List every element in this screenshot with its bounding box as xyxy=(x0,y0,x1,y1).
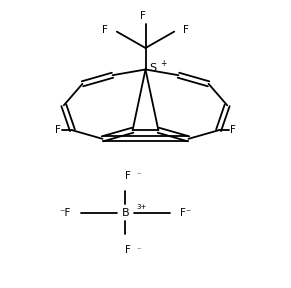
Text: F: F xyxy=(230,125,236,135)
Text: F: F xyxy=(102,25,108,35)
Text: F: F xyxy=(125,245,131,255)
Text: F: F xyxy=(140,11,146,21)
Text: F⁻: F⁻ xyxy=(180,208,191,218)
Text: ⁻: ⁻ xyxy=(137,171,141,180)
Text: 3+: 3+ xyxy=(137,204,147,210)
Text: ⁻: ⁻ xyxy=(137,246,141,255)
Text: F: F xyxy=(55,125,61,135)
Text: S: S xyxy=(149,63,156,73)
Text: +: + xyxy=(160,59,167,68)
Text: B: B xyxy=(122,208,129,218)
Text: F: F xyxy=(183,25,189,35)
Text: ⁻F: ⁻F xyxy=(60,208,71,218)
Text: F: F xyxy=(125,171,131,181)
